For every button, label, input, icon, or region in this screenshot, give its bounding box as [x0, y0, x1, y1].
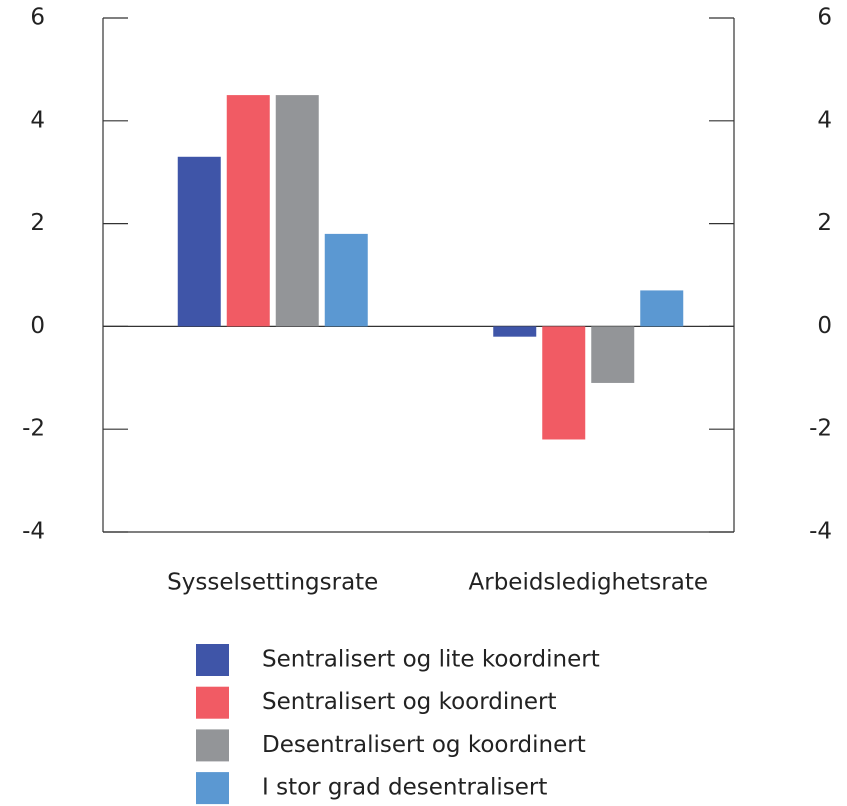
legend-swatch [196, 772, 229, 805]
y2-tick-label: -2 [809, 416, 832, 442]
legend-swatch [196, 644, 229, 676]
y-tick-label: 0 [30, 313, 45, 339]
bar [542, 326, 586, 440]
y-tick-label: 2 [30, 210, 45, 236]
bar [226, 95, 270, 327]
y-tick-label: -2 [22, 416, 45, 442]
y2-tick-label: 0 [817, 313, 832, 339]
legend-label: I stor grad desentralisert [262, 775, 547, 801]
bar [275, 95, 319, 327]
y2-tick-label: 4 [817, 107, 832, 133]
y2-tick-label: 6 [817, 5, 832, 31]
y2-tick-label: -4 [809, 519, 832, 545]
legend-swatch [196, 686, 229, 719]
legend-swatch [196, 729, 229, 762]
bar [177, 156, 221, 327]
x-tick-label: Arbeidsledighetsrate [469, 570, 709, 596]
legend-label: Sentralisert og lite koordinert [262, 647, 600, 673]
legend-label: Desentralisert og koordinert [262, 732, 586, 758]
bar [640, 290, 684, 327]
bar [591, 326, 635, 383]
y2-tick-label: 2 [817, 210, 832, 236]
y-tick-label: 6 [30, 5, 45, 31]
bar [493, 326, 537, 337]
x-tick-label: Sysselsettingsrate [167, 570, 378, 596]
y-tick-label: 4 [30, 107, 45, 133]
y-tick-label: -4 [22, 519, 45, 545]
bar [324, 233, 368, 327]
legend-label: Sentralisert og koordinert [262, 689, 556, 715]
